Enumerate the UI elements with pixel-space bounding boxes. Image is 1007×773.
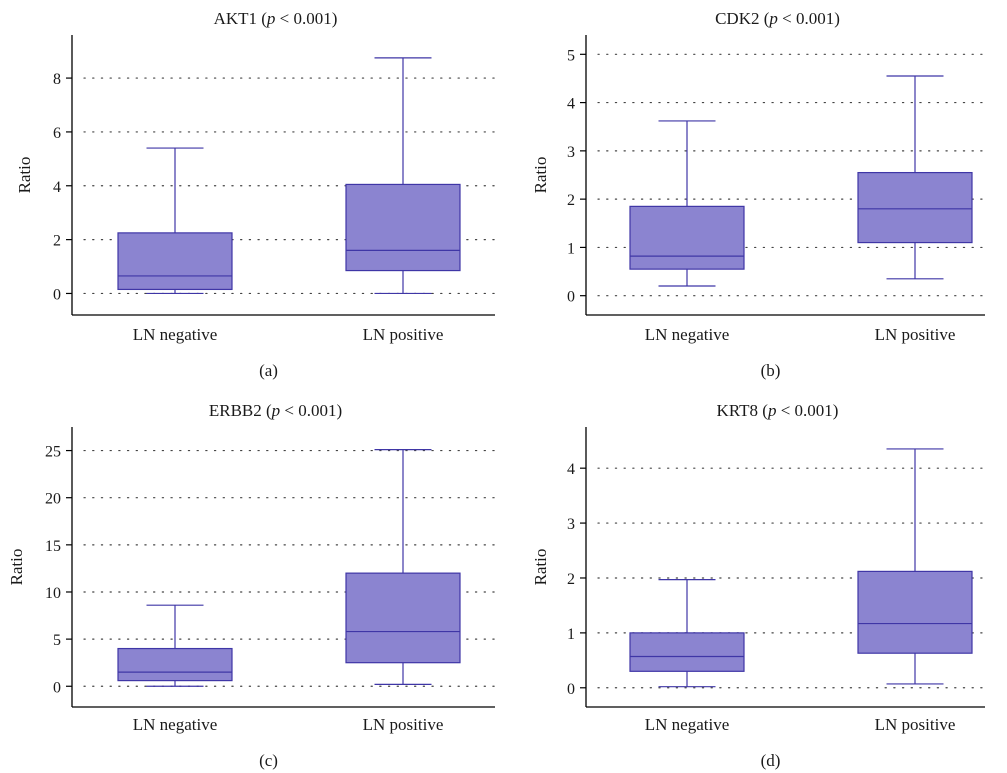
y-tick-label: 20	[45, 491, 61, 508]
box-iqr	[117, 647, 233, 682]
y-tick-label: 2	[567, 192, 575, 209]
y-tick-label: 15	[45, 538, 61, 555]
box-iqr	[117, 232, 233, 291]
y-tick-label: 25	[45, 444, 61, 461]
y-tick-label: 6	[53, 125, 61, 142]
chart-title: AKT1 (p < 0.001)	[214, 9, 338, 28]
category-label: LN negative	[645, 715, 730, 734]
box-1	[629, 120, 745, 287]
category-label: LN positive	[875, 715, 956, 734]
category-label: LN positive	[363, 715, 444, 734]
chart-panel-1: 0 2 4 6 8 Ratio AKT1 (p < 0.001) LN negative LN …	[15, 9, 496, 380]
box-2	[857, 75, 973, 280]
y-tick-label: 10	[45, 585, 61, 602]
category-label: LN negative	[133, 715, 218, 734]
y-tick-label: 2	[53, 233, 61, 250]
y-tick-label: 3	[567, 516, 575, 533]
chart-title: KRT8 (p < 0.001)	[717, 401, 839, 420]
y-tick-label: 0	[53, 679, 61, 696]
y-tick-label: 8	[53, 71, 61, 88]
category-label: LN negative	[645, 325, 730, 344]
box-2	[857, 448, 973, 685]
y-tick-label: 2	[567, 571, 575, 588]
y-tick-label: 5	[567, 47, 575, 64]
panel-label: (b)	[761, 361, 781, 380]
y-tick-label: 0	[53, 286, 61, 303]
box-1	[117, 147, 233, 295]
panel-label: (c)	[259, 751, 278, 770]
panel-label: (a)	[259, 361, 278, 380]
chart-panel-4: 0 1 2 3 4 Ratio KRT8 (p < 0.001) LN negative LN …	[531, 401, 986, 770]
panel-label: (d)	[761, 751, 781, 770]
box-iqr	[857, 570, 973, 654]
y-tick-label: 4	[53, 179, 61, 196]
y-tick-label: 1	[567, 240, 575, 257]
box-iqr	[629, 205, 745, 270]
chart-title: CDK2 (p < 0.001)	[715, 9, 840, 28]
category-label: LN positive	[363, 325, 444, 344]
chart-title: ERBB2 (p < 0.001)	[209, 401, 342, 420]
chart-panel-3: 0 5 10 15 20 25 Ratio ERBB2 (p < 0.001) LN negat…	[7, 401, 496, 770]
box-1	[629, 579, 745, 688]
box-iqr	[345, 183, 461, 272]
box-iqr	[857, 171, 973, 244]
y-tick-label: 0	[567, 681, 575, 698]
category-label: LN negative	[133, 325, 218, 344]
y-axis-label: Ratio	[531, 157, 550, 194]
y-tick-label: 3	[567, 144, 575, 161]
y-tick-label: 4	[567, 96, 575, 113]
y-axis-label: Ratio	[7, 549, 26, 586]
box-iqr	[345, 572, 461, 664]
category-label: LN positive	[875, 325, 956, 344]
box-2	[345, 57, 461, 295]
y-axis-label: Ratio	[531, 549, 550, 586]
box-iqr	[629, 632, 745, 672]
y-tick-label: 5	[53, 632, 61, 649]
y-tick-label: 4	[567, 461, 575, 478]
box-1	[117, 604, 233, 687]
y-axis-label: Ratio	[15, 157, 34, 194]
box-2	[345, 449, 461, 685]
y-tick-label: 0	[567, 289, 575, 306]
y-tick-label: 1	[567, 626, 575, 643]
chart-panel-2: 0 1 2 3 4 5 Ratio CDK2 (p < 0.001) LN negative LN…	[531, 9, 986, 380]
